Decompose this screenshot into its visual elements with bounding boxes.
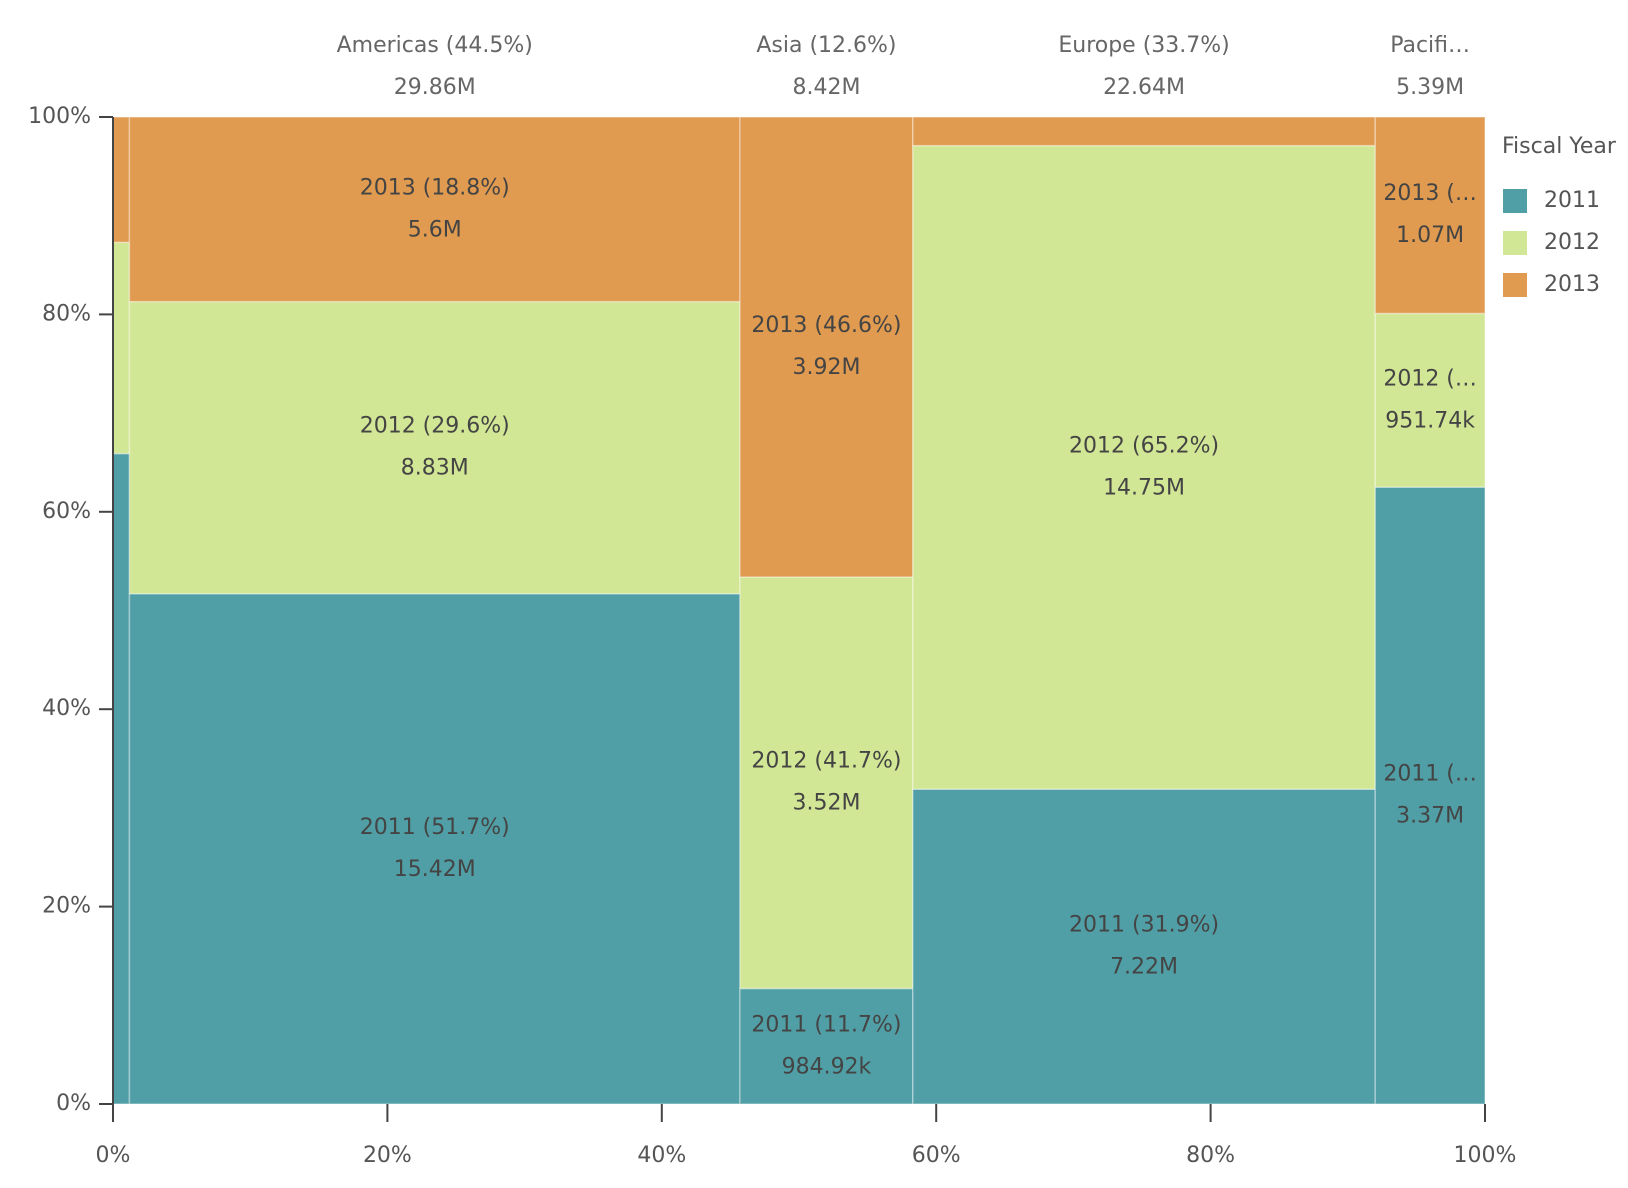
segment-americas-2013[interactable]: [128, 116, 741, 303]
segment-europe-2013[interactable]: [912, 116, 1376, 147]
y-tick-label: 0%: [56, 1091, 91, 1116]
segment-label-asia-2012: 2012 (41.7%): [751, 749, 901, 774]
column-headers: Americas (44.5%) 29.86M Asia (12.6%) 8.42M E…: [337, 33, 1470, 100]
legend-swatch-2011: [1503, 189, 1527, 213]
segment-value-pacific-2013: 1.07M: [1396, 223, 1464, 248]
segment-label-pacific-2012: 2012 (…: [1383, 366, 1477, 391]
segment-label-asia-2011: 2011 (11.7%): [751, 1012, 901, 1037]
segment-label-europe-2011: 2011 (31.9%): [1069, 913, 1219, 938]
legend-swatch-2012: [1503, 231, 1527, 255]
segment-value-asia-2013: 3.92M: [792, 355, 860, 380]
segment-unnamed-2013[interactable]: [112, 116, 131, 244]
segment-value-americas-2013: 5.6M: [408, 217, 462, 242]
y-tick-label: 40%: [42, 696, 91, 721]
segment-value-americas-2012: 8.83M: [401, 456, 469, 481]
y-tick-label: 60%: [42, 499, 91, 524]
segment-value-americas-2011: 15.42M: [394, 857, 476, 882]
x-tick-label: 80%: [1186, 1143, 1235, 1168]
legend-item-2013[interactable]: 2013: [1503, 272, 1600, 297]
plot-area: 2011 (51.7%) 15.42M 2012 (29.6%) 8.83M 2013 …: [112, 116, 1486, 1105]
segment-europe-2011[interactable]: [912, 788, 1376, 1105]
x-tick-label: 60%: [912, 1143, 961, 1168]
segment-europe-2012[interactable]: [912, 144, 1376, 790]
y-tick-label: 100%: [28, 104, 91, 129]
segment-label-americas-2012: 2012 (29.6%): [360, 414, 510, 439]
column-total-pacific: 5.39M: [1396, 75, 1464, 100]
x-tick-label: 100%: [1454, 1143, 1517, 1168]
legend: Fiscal Year 2011 2012 2013: [1502, 134, 1617, 297]
x-tick-label: 20%: [363, 1143, 412, 1168]
column-header-americas: Americas (44.5%): [337, 33, 533, 58]
segment-label-americas-2011: 2011 (51.7%): [360, 815, 510, 840]
x-tick-label: 0%: [96, 1143, 131, 1168]
segment-label-asia-2013: 2013 (46.6%): [751, 313, 901, 338]
x-axis: 0% 20% 40% 60% 80% 100%: [96, 1104, 1517, 1168]
column-header-asia: Asia (12.6%): [756, 33, 896, 58]
segment-value-asia-2011: 984.92k: [782, 1054, 872, 1079]
legend-label-2013: 2013: [1544, 272, 1600, 297]
x-tick-label: 40%: [637, 1143, 686, 1168]
column-header-europe: Europe (33.7%): [1058, 33, 1229, 58]
column-total-asia: 8.42M: [792, 75, 860, 100]
segment-label-pacific-2011: 2011 (…: [1383, 762, 1477, 787]
segment-value-europe-2012: 14.75M: [1103, 475, 1185, 500]
segment-americas-2011[interactable]: [128, 592, 741, 1105]
y-axis: 0% 20% 40% 60% 80% 100%: [28, 104, 114, 1116]
segment-value-pacific-2012: 951.74k: [1385, 408, 1475, 433]
segment-unnamed-2011[interactable]: [112, 452, 131, 1105]
legend-title: Fiscal Year: [1502, 134, 1617, 159]
column-total-americas: 29.86M: [394, 75, 476, 100]
segment-label-americas-2013: 2013 (18.8%): [360, 175, 510, 200]
legend-item-2012[interactable]: 2012: [1503, 230, 1600, 255]
legend-item-2011[interactable]: 2011: [1503, 188, 1600, 213]
segment-label-pacific-2013: 2013 (…: [1383, 181, 1477, 206]
segment-americas-2012[interactable]: [128, 300, 741, 595]
segment-pacific-2011[interactable]: [1374, 486, 1486, 1105]
segment-label-europe-2012: 2012 (65.2%): [1069, 433, 1219, 458]
column-total-europe: 22.64M: [1103, 75, 1185, 100]
legend-label-2011: 2011: [1544, 188, 1600, 213]
segment-asia-2012[interactable]: [739, 576, 914, 990]
segment-value-asia-2012: 3.52M: [792, 791, 860, 816]
segment-value-europe-2011: 7.22M: [1110, 955, 1178, 980]
segment-unnamed-2012[interactable]: [112, 241, 131, 455]
segment-pacific-2012[interactable]: [1374, 312, 1486, 488]
segment-pacific-2013[interactable]: [1374, 116, 1486, 315]
segment-value-pacific-2011: 3.37M: [1396, 804, 1464, 829]
y-tick-label: 80%: [42, 301, 91, 326]
legend-swatch-2013: [1503, 273, 1527, 297]
column-header-pacific: Pacifi…: [1390, 33, 1470, 58]
legend-label-2012: 2012: [1544, 230, 1600, 255]
segment-asia-2011[interactable]: [739, 987, 914, 1105]
y-tick-label: 20%: [42, 894, 91, 919]
segment-asia-2013[interactable]: [739, 116, 914, 578]
